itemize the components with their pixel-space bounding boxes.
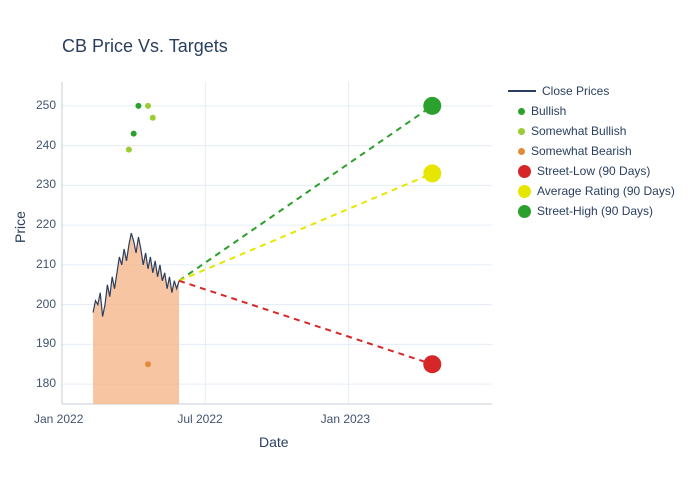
- y-tick-label: 210: [36, 257, 56, 271]
- legend-dot-swatch: [518, 205, 531, 218]
- x-tick-label: Jan 2022: [34, 412, 83, 426]
- legend-dot-swatch: [518, 128, 525, 135]
- bullish-point: [135, 103, 141, 109]
- y-tick-label: 200: [36, 297, 56, 311]
- legend-dot-swatch: [518, 185, 531, 198]
- y-axis-label: Price: [12, 211, 28, 243]
- y-tick-label: 220: [36, 217, 56, 231]
- projection-dot-street_high: [423, 97, 441, 115]
- legend-label: Street-Low (90 Days): [537, 164, 650, 178]
- y-tick-label: 250: [36, 98, 56, 112]
- y-tick-label: 190: [36, 336, 56, 350]
- legend-dot-swatch: [518, 108, 525, 115]
- x-axis-label: Date: [259, 434, 289, 450]
- legend-item-avg[interactable]: Average Rating (90 Days): [508, 182, 675, 200]
- close-price-area: [93, 233, 179, 404]
- projection-street_low: [179, 281, 432, 364]
- legend: Close Prices Bullish Somewhat Bullish Somew…: [508, 82, 675, 222]
- legend-item-slow[interactable]: Street-Low (90 Days): [508, 162, 675, 180]
- legend-item-sbear[interactable]: Somewhat Bearish: [508, 142, 675, 160]
- legend-label: Somewhat Bullish: [531, 124, 626, 138]
- chart-container: CB Price Vs. Targets Jan 2022Jul 2022Jan…: [0, 0, 700, 500]
- legend-line-swatch: [508, 90, 536, 92]
- legend-dot-swatch: [518, 148, 525, 155]
- y-tick-label: 230: [36, 177, 56, 191]
- legend-label: Street-High (90 Days): [537, 204, 653, 218]
- legend-label: Somewhat Bearish: [531, 144, 632, 158]
- legend-item-close[interactable]: Close Prices: [508, 82, 675, 100]
- projection-dot-street_low: [423, 355, 441, 373]
- somewhat-bullish-point: [150, 115, 156, 121]
- legend-label: Average Rating (90 Days): [537, 184, 675, 198]
- x-tick-label: Jan 2023: [321, 412, 370, 426]
- legend-item-sbull[interactable]: Somewhat Bullish: [508, 122, 675, 140]
- y-tick-label: 180: [36, 376, 56, 390]
- bullish-point: [131, 131, 137, 137]
- legend-item-bull[interactable]: Bullish: [508, 102, 675, 120]
- somewhat-bullish-point: [145, 103, 151, 109]
- x-tick-label: Jul 2022: [177, 412, 222, 426]
- somewhat-bearish-point: [145, 361, 151, 367]
- y-tick-label: 240: [36, 138, 56, 152]
- legend-label: Close Prices: [542, 84, 609, 98]
- projection-street_high: [179, 106, 432, 281]
- legend-item-shigh[interactable]: Street-High (90 Days): [508, 202, 675, 220]
- legend-dot-swatch: [518, 165, 531, 178]
- projection-dot-average_rating: [423, 164, 441, 182]
- somewhat-bullish-point: [126, 147, 132, 153]
- legend-label: Bullish: [531, 104, 566, 118]
